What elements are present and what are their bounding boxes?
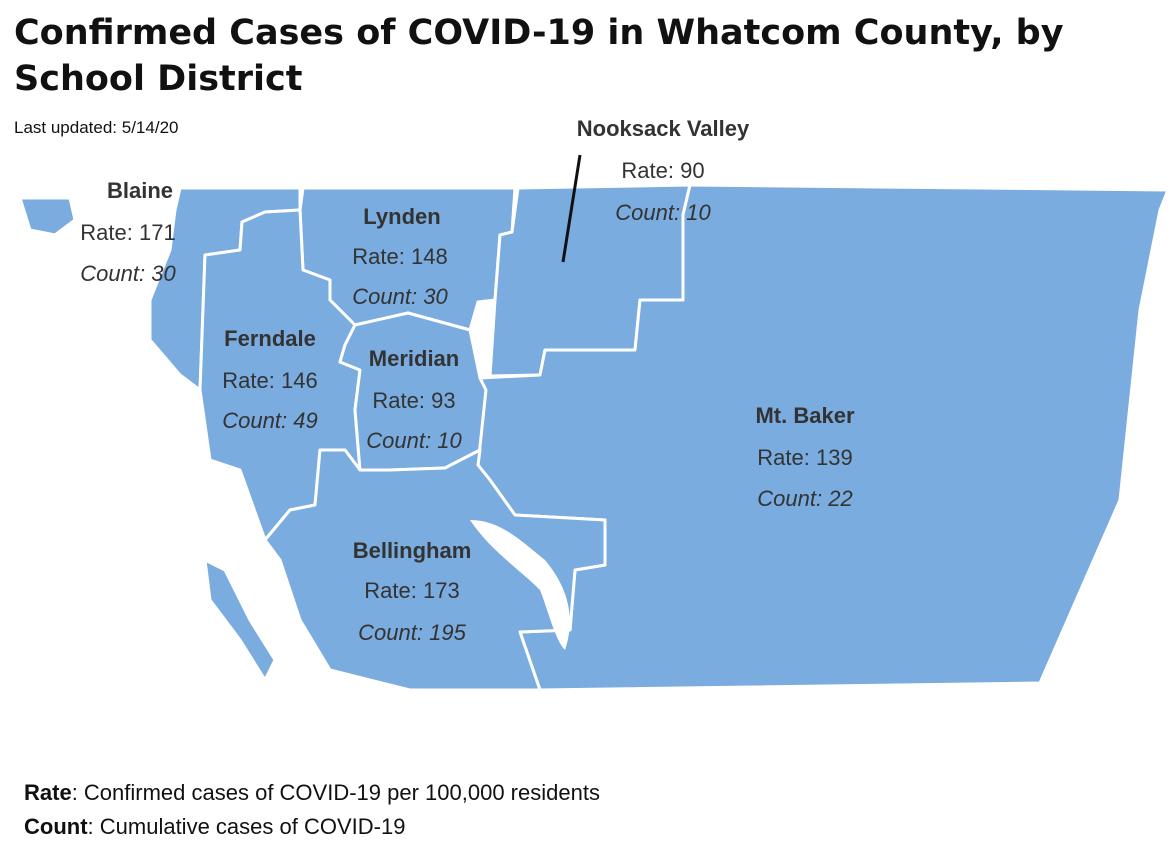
district-count: Count: 10 (615, 200, 711, 225)
lake-whatcom (470, 520, 570, 650)
legend-definition: : Confirmed cases of COVID-19 per 100,00… (71, 780, 600, 805)
district-name: Lynden (363, 204, 440, 229)
legend-definition: : Cumulative cases of COVID-19 (87, 814, 406, 839)
district-name: Nooksack Valley (577, 116, 750, 141)
district-count: Count: 30 (80, 261, 176, 286)
legend-row: Count: Cumulative cases of COVID-19 (24, 810, 600, 844)
region-lummi (203, 558, 277, 682)
district-rate: Rate: 148 (352, 244, 447, 269)
legend: Rate: Confirmed cases of COVID-19 per 10… (24, 776, 600, 844)
regions (18, 183, 1170, 692)
district-count: Count: 30 (352, 284, 448, 309)
district-rate: Rate: 93 (372, 388, 455, 413)
district-name: Blaine (107, 178, 173, 203)
district-name: Ferndale (224, 326, 316, 351)
district-count: Count: 49 (222, 408, 317, 433)
updated-note: Last updated: 5/14/20 (14, 118, 179, 137)
district-rate: Rate: 90 (621, 158, 704, 183)
district-count: Count: 195 (358, 620, 466, 645)
labels: Blaine Rate: 171 Count: 30 Lynden Rate: 148 C… (80, 116, 855, 645)
district-rate: Rate: 173 (364, 578, 459, 603)
district-name: Meridian (369, 346, 459, 371)
region-bellingham (263, 448, 607, 692)
legend-term: Rate (24, 780, 72, 805)
legend-row: Rate: Confirmed cases of COVID-19 per 10… (24, 776, 600, 810)
district-rate: Rate: 146 (222, 368, 317, 393)
district-name: Mt. Baker (755, 403, 854, 428)
pointer-line (561, 154, 582, 263)
district-rate: Rate: 171 (80, 220, 175, 245)
district-rate: Rate: 139 (757, 445, 852, 470)
district-name: Bellingham (353, 538, 472, 563)
legend-term: Count (24, 814, 88, 839)
district-count: Count: 22 (757, 486, 852, 511)
region-blaine-point (18, 196, 77, 237)
district-count: Count: 10 (366, 428, 462, 453)
map: Blaine Rate: 171 Count: 30 Lynden Rate: 148 C… (18, 116, 1170, 692)
title: Confirmed Cases of COVID-19 in Whatcom C… (14, 13, 1064, 99)
